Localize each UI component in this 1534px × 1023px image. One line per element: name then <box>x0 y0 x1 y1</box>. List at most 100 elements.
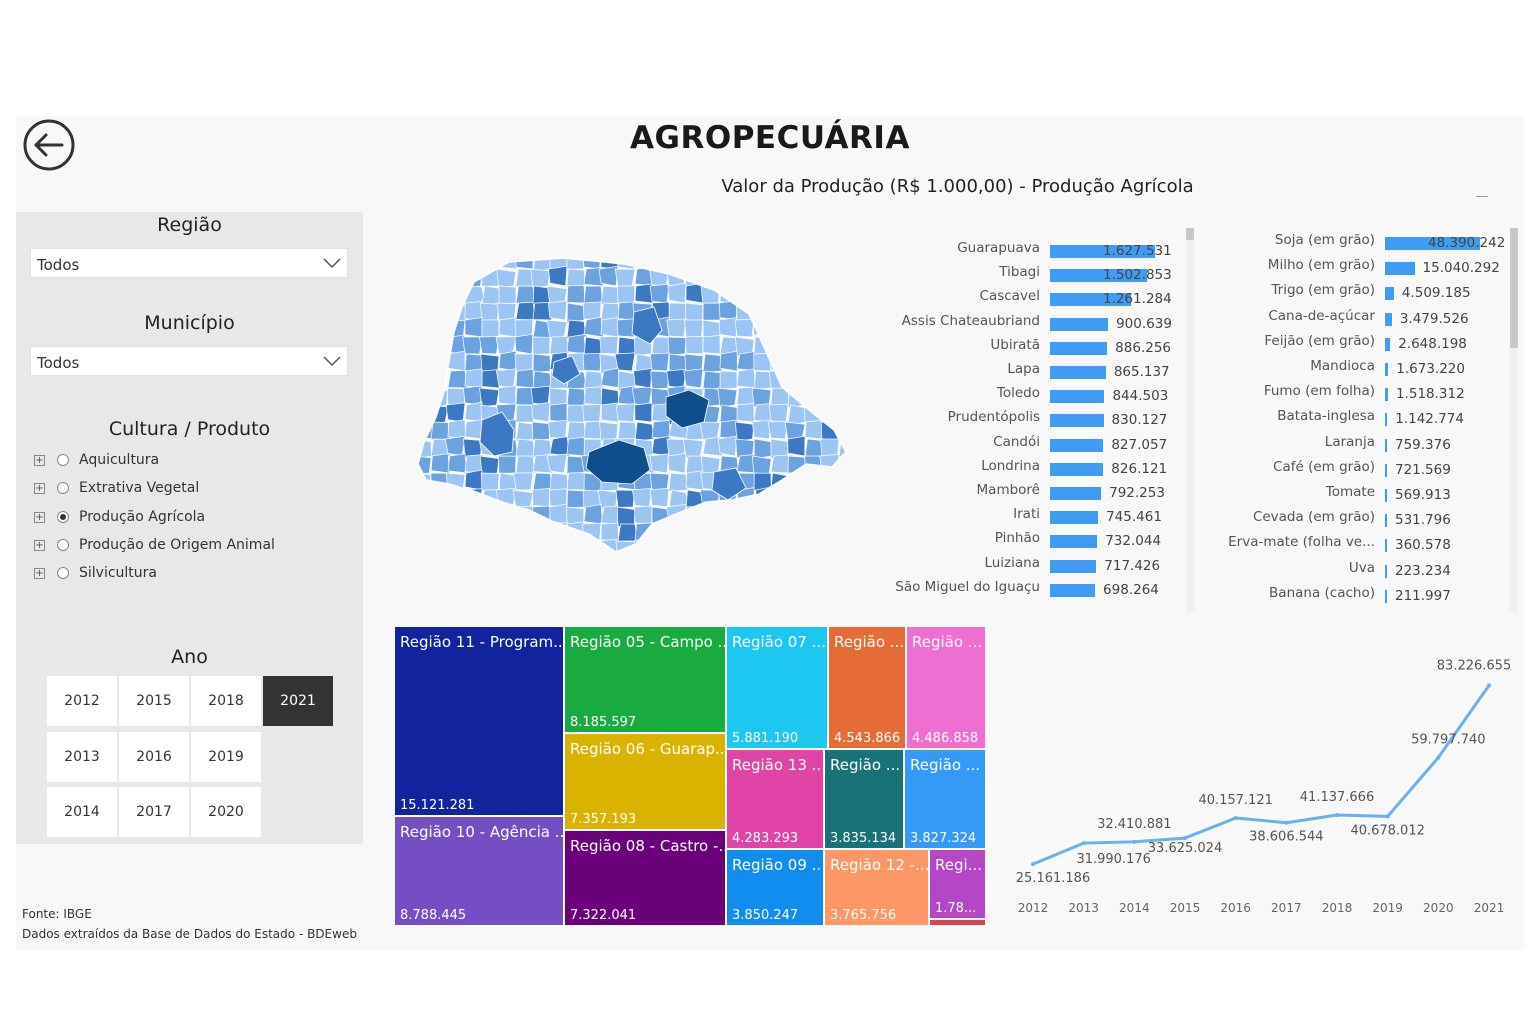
map-municipality[interactable] <box>614 268 636 287</box>
map-municipality[interactable] <box>430 285 449 304</box>
bar[interactable] <box>1050 535 1098 549</box>
map-municipality[interactable] <box>785 285 806 304</box>
map-municipality[interactable] <box>651 420 671 440</box>
map-municipality[interactable] <box>649 283 670 304</box>
map-municipality[interactable] <box>464 317 483 338</box>
map-municipality[interactable] <box>447 302 467 323</box>
map-municipality[interactable] <box>414 488 434 508</box>
map-municipality[interactable] <box>770 252 789 272</box>
map-municipality[interactable] <box>598 265 619 287</box>
treemap-cell[interactable] <box>930 920 987 927</box>
map-municipality[interactable] <box>770 472 790 494</box>
bar[interactable] <box>1050 559 1097 573</box>
map-municipality[interactable] <box>751 284 772 304</box>
map-municipality[interactable] <box>838 558 850 560</box>
map-municipality[interactable] <box>566 302 585 324</box>
map-municipality[interactable] <box>701 558 720 560</box>
year-tile-2013[interactable]: 2013 <box>47 732 117 782</box>
map-municipality[interactable] <box>463 252 483 272</box>
line-point[interactable] <box>1487 683 1491 688</box>
bar[interactable] <box>1050 390 1105 404</box>
map-municipality[interactable] <box>498 317 518 338</box>
treemap-cell[interactable]: Região 10 - Agência ... 8.788.445 <box>395 817 565 927</box>
map-municipality[interactable] <box>430 453 450 474</box>
map-municipality[interactable] <box>566 268 586 288</box>
map-municipality[interactable] <box>751 419 772 440</box>
municipality-scroll-thumb[interactable] <box>1186 228 1194 240</box>
map-municipality[interactable] <box>495 368 517 389</box>
map-municipality[interactable] <box>717 252 738 270</box>
bar[interactable] <box>1385 287 1394 301</box>
map-municipality[interactable] <box>446 268 466 288</box>
map-municipality[interactable] <box>753 506 772 526</box>
map-municipality[interactable] <box>498 523 519 543</box>
map-municipality[interactable] <box>838 421 850 442</box>
map-municipality[interactable] <box>566 284 586 304</box>
bar[interactable] <box>1050 245 1155 258</box>
map-municipality[interactable] <box>550 558 569 560</box>
map-municipality[interactable] <box>617 421 638 440</box>
bar[interactable] <box>1385 388 1388 402</box>
map-municipality[interactable] <box>803 353 823 372</box>
map-municipality[interactable] <box>684 540 704 560</box>
bar-row[interactable]: Luiziana 717.426 <box>880 555 1180 575</box>
year-tile-2021[interactable]: 2021 <box>263 676 333 726</box>
bar-row[interactable]: São Miguel do Iguaçu 698.264 <box>880 579 1180 599</box>
map-municipality[interactable] <box>786 301 806 321</box>
year-tile-2015[interactable]: 2015 <box>119 676 189 726</box>
map-municipality[interactable] <box>513 472 534 491</box>
map-municipality[interactable] <box>549 540 570 558</box>
map-municipality[interactable] <box>819 335 840 355</box>
map-municipality[interactable] <box>566 387 587 407</box>
map-municipality[interactable] <box>547 419 568 440</box>
map-municipality[interactable] <box>480 472 500 491</box>
map-municipality[interactable] <box>462 385 483 406</box>
map-municipality[interactable] <box>513 538 534 558</box>
bar-row[interactable]: Ubiratã 886.256 <box>880 337 1180 357</box>
map-municipality[interactable] <box>802 268 823 289</box>
regiao-dropdown[interactable]: Todos <box>30 248 348 278</box>
bar[interactable] <box>1385 489 1387 502</box>
map-municipality[interactable] <box>836 351 850 372</box>
expand-icon[interactable]: + <box>34 568 45 579</box>
map-municipality[interactable] <box>635 557 654 560</box>
map-municipality[interactable] <box>583 504 604 525</box>
map-municipality[interactable] <box>430 252 449 270</box>
map-municipality[interactable] <box>515 455 536 474</box>
map-municipality[interactable] <box>804 252 824 270</box>
map-municipality[interactable] <box>430 334 449 355</box>
map-municipality[interactable] <box>583 316 604 338</box>
radio-selected-icon[interactable] <box>57 511 69 523</box>
treemap-cell[interactable]: Região ... 4.543.866 <box>829 627 907 750</box>
map-municipality[interactable] <box>770 300 789 321</box>
map-municipality[interactable] <box>582 301 602 321</box>
map-municipality[interactable] <box>464 506 484 525</box>
map-municipality[interactable] <box>685 335 704 355</box>
map-municipality[interactable] <box>819 522 840 542</box>
bar-row[interactable]: Banana (cacho) 211.997 <box>1215 585 1505 605</box>
map-municipality[interactable] <box>667 336 687 356</box>
map-municipality[interactable] <box>565 537 585 558</box>
map-municipality[interactable] <box>753 438 772 460</box>
map-municipality-highlight[interactable] <box>711 467 747 501</box>
map-municipality[interactable] <box>480 268 500 287</box>
map-municipality[interactable] <box>430 487 449 508</box>
map-municipality[interactable] <box>770 505 790 525</box>
map-municipality[interactable] <box>821 252 841 272</box>
bar[interactable] <box>1050 269 1147 283</box>
bar-row[interactable]: Pinhão 732.044 <box>880 530 1180 550</box>
line-point[interactable] <box>1081 841 1086 846</box>
map-municipality[interactable] <box>838 402 850 423</box>
map-municipality[interactable] <box>600 522 619 542</box>
map-municipality[interactable] <box>414 506 432 526</box>
map-municipality[interactable] <box>428 387 449 409</box>
map-municipality[interactable] <box>804 419 824 440</box>
map-municipality[interactable] <box>531 421 551 442</box>
more-options-mark[interactable] <box>1476 196 1488 197</box>
map-municipality[interactable] <box>754 557 772 560</box>
map-municipality[interactable] <box>769 555 788 560</box>
treemap-cell[interactable]: Região ... 3.827.324 <box>905 750 987 850</box>
bar[interactable] <box>1050 511 1099 525</box>
map-municipality[interactable] <box>769 268 789 289</box>
map-municipality[interactable] <box>784 336 806 356</box>
